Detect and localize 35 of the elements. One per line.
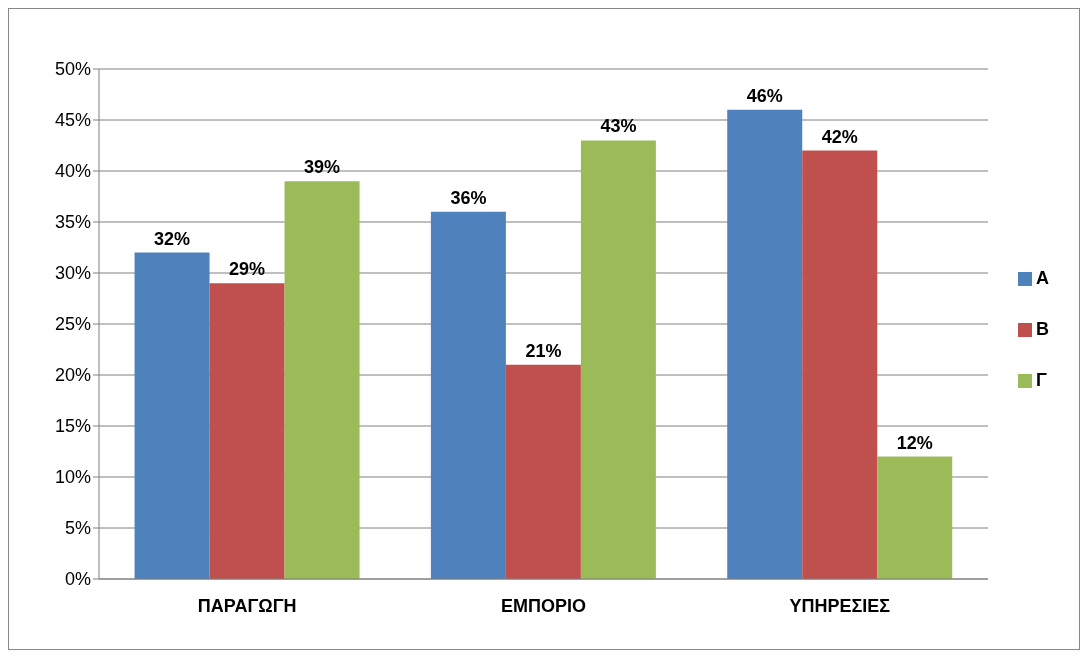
- bar: [284, 181, 360, 579]
- bar: [802, 150, 878, 579]
- bar: [430, 211, 506, 579]
- bar: [727, 109, 803, 579]
- data-label: 32%: [154, 228, 191, 249]
- data-label: 36%: [450, 187, 487, 208]
- x-tick-label: ΥΠΗΡΕΣΙΕΣ: [789, 595, 891, 616]
- x-tick-label: ΠΑΡΑΓΩΓΗ: [197, 595, 297, 616]
- data-label: 21%: [525, 340, 562, 361]
- y-tick-label: 50%: [54, 59, 91, 80]
- data-label: 29%: [229, 259, 266, 280]
- y-tick-label: 0%: [64, 569, 91, 590]
- bar: [209, 283, 285, 579]
- data-label: 43%: [600, 116, 637, 137]
- y-tick-label: 35%: [54, 212, 91, 233]
- y-tick-label: 20%: [54, 365, 91, 386]
- y-tick-label: 30%: [54, 263, 91, 284]
- data-label: 39%: [304, 157, 341, 178]
- x-tick-label: ΕΜΠΟΡΙΟ: [500, 595, 587, 616]
- legend-label: Γ: [1036, 369, 1047, 390]
- legend-label: Β: [1036, 318, 1049, 339]
- y-tick-label: 40%: [54, 161, 91, 182]
- bar: [134, 252, 210, 579]
- data-label: 12%: [896, 432, 933, 453]
- bar: [505, 364, 581, 579]
- bar: [580, 140, 656, 579]
- data-label: 46%: [746, 85, 783, 106]
- y-tick-label: 15%: [54, 416, 91, 437]
- legend-label: Α: [1036, 267, 1049, 288]
- bar: [877, 456, 953, 579]
- y-tick-label: 45%: [54, 110, 91, 131]
- y-tick-label: 10%: [54, 467, 91, 488]
- y-tick-label: 25%: [54, 314, 91, 335]
- data-label: 42%: [821, 126, 858, 147]
- y-tick-label: 5%: [64, 518, 91, 539]
